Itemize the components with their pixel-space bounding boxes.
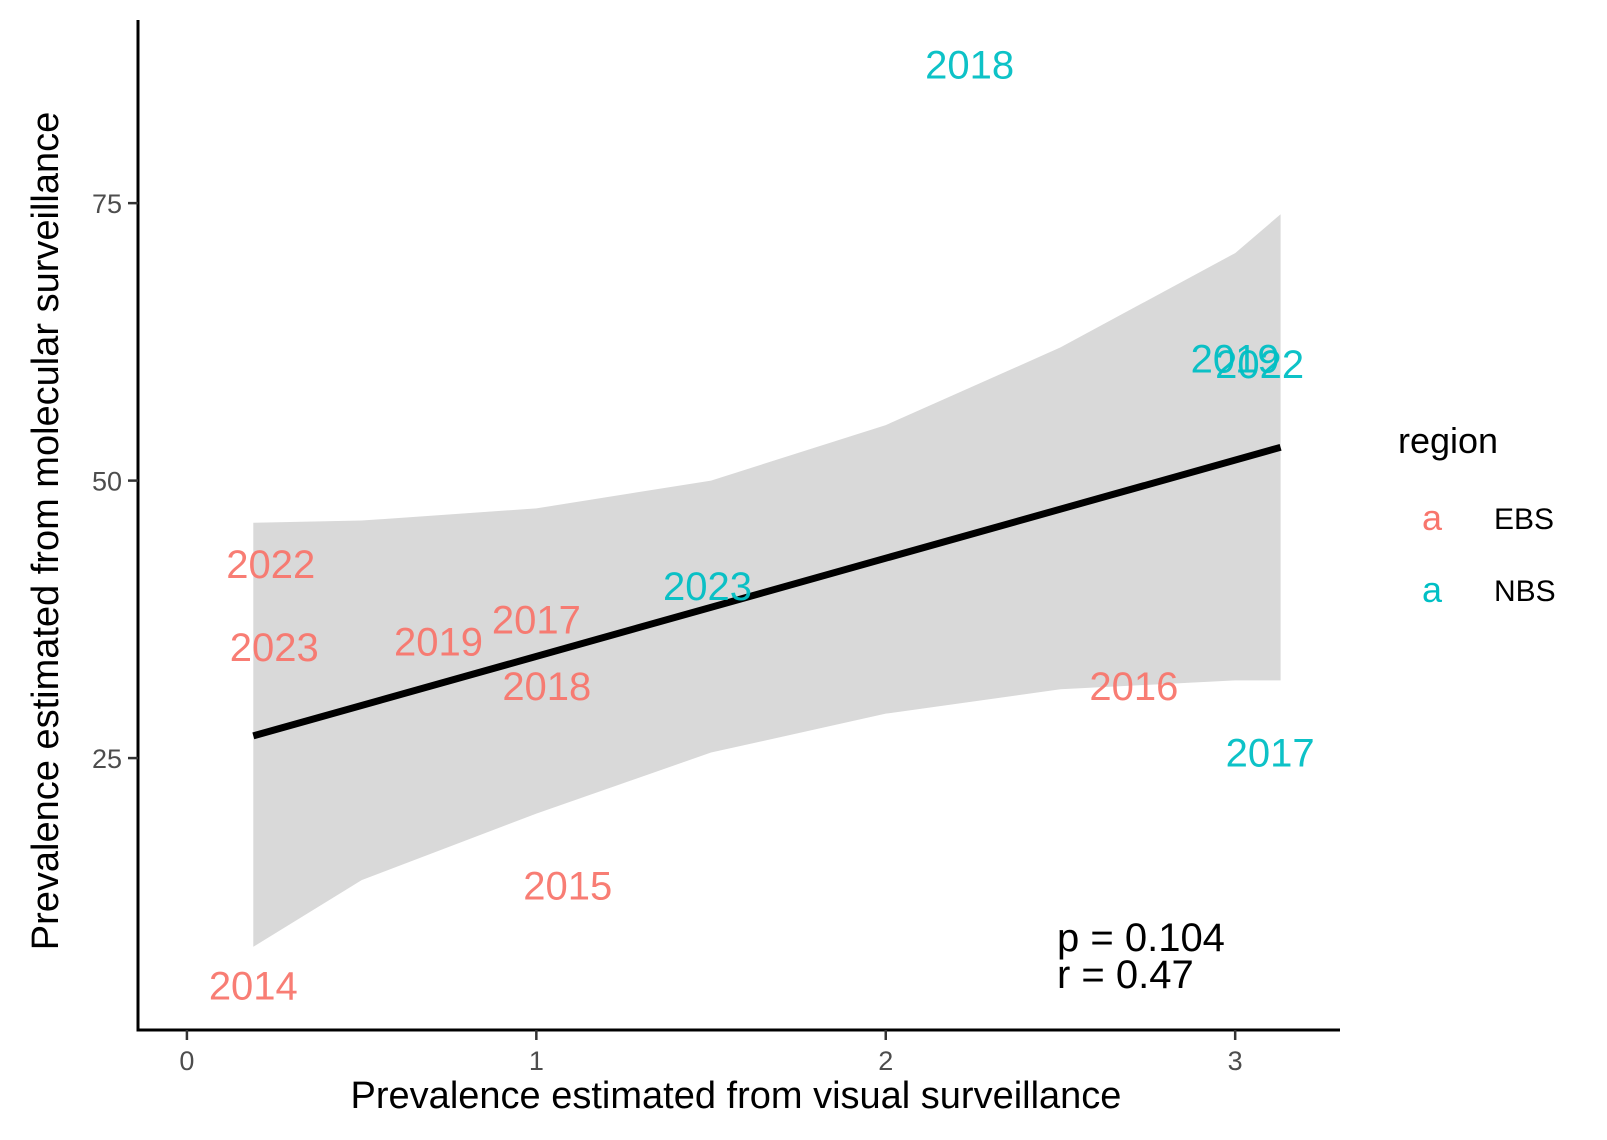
legend-title: region bbox=[1398, 420, 1498, 461]
stat-p-value: p = 0.104 bbox=[1057, 916, 1225, 960]
point-labels: 2014201520162017201820192022202320172018… bbox=[209, 43, 1315, 1008]
point-label-nbs-2017: 2017 bbox=[1226, 732, 1315, 776]
legend-key-nbs: a bbox=[1422, 569, 1443, 610]
point-label-ebs-2016: 2016 bbox=[1089, 665, 1178, 709]
point-label-nbs-2023: 2023 bbox=[663, 565, 752, 609]
point-label-ebs-2014: 2014 bbox=[209, 965, 298, 1009]
stat-r-value: r = 0.47 bbox=[1057, 953, 1194, 997]
legend-label-ebs: EBS bbox=[1494, 503, 1554, 536]
y-tick-label: 25 bbox=[92, 744, 122, 774]
y-axis-title: Prevalence estimated from molecular surv… bbox=[25, 112, 67, 950]
point-label-ebs-2015: 2015 bbox=[523, 865, 612, 909]
y-tick-label: 50 bbox=[92, 467, 122, 497]
regression-line-layer bbox=[252, 443, 1282, 740]
confidence-band bbox=[253, 214, 1281, 947]
point-label-ebs-2022: 2022 bbox=[226, 543, 315, 587]
point-label-ebs-2023: 2023 bbox=[230, 626, 319, 670]
point-label-ebs-2017: 2017 bbox=[492, 598, 581, 642]
regression-line bbox=[252, 443, 1282, 740]
point-label-nbs-2019: 2019 bbox=[1191, 338, 1280, 382]
legend-label-nbs: NBS bbox=[1494, 575, 1556, 608]
point-label-nbs-2018: 2018 bbox=[925, 43, 1014, 87]
legend-key-ebs: a bbox=[1422, 497, 1443, 538]
point-label-nbs-2022: 2022 bbox=[1215, 343, 1304, 387]
y-tick-label: 75 bbox=[92, 189, 122, 219]
confidence-band-layer bbox=[253, 214, 1281, 947]
x-tick-label: 3 bbox=[1228, 1046, 1243, 1076]
x-tick-label: 2 bbox=[878, 1046, 893, 1076]
axes: 0 1 2 3 25 50 75 bbox=[92, 20, 1340, 1076]
x-axis-title: Prevalence estimated from visual surveil… bbox=[351, 1075, 1122, 1117]
point-label-ebs-2018: 2018 bbox=[502, 665, 591, 709]
x-tick-label: 1 bbox=[529, 1046, 544, 1076]
x-tick-label: 0 bbox=[179, 1046, 194, 1076]
point-label-ebs-2019: 2019 bbox=[394, 621, 483, 665]
legend: region a EBS a NBS bbox=[1398, 420, 1556, 610]
